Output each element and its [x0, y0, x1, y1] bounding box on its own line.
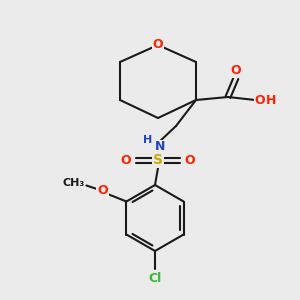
Text: Cl: Cl — [148, 272, 162, 284]
Text: H: H — [143, 135, 153, 145]
Text: O: O — [121, 154, 131, 166]
Text: O: O — [97, 184, 108, 197]
Text: N: N — [155, 140, 165, 154]
Text: S: S — [153, 153, 163, 167]
Text: H: H — [266, 94, 276, 106]
Text: O: O — [255, 94, 265, 106]
Text: CH₃: CH₃ — [62, 178, 84, 188]
Text: O: O — [153, 38, 163, 52]
Text: O: O — [185, 154, 195, 166]
Text: O: O — [231, 64, 241, 76]
